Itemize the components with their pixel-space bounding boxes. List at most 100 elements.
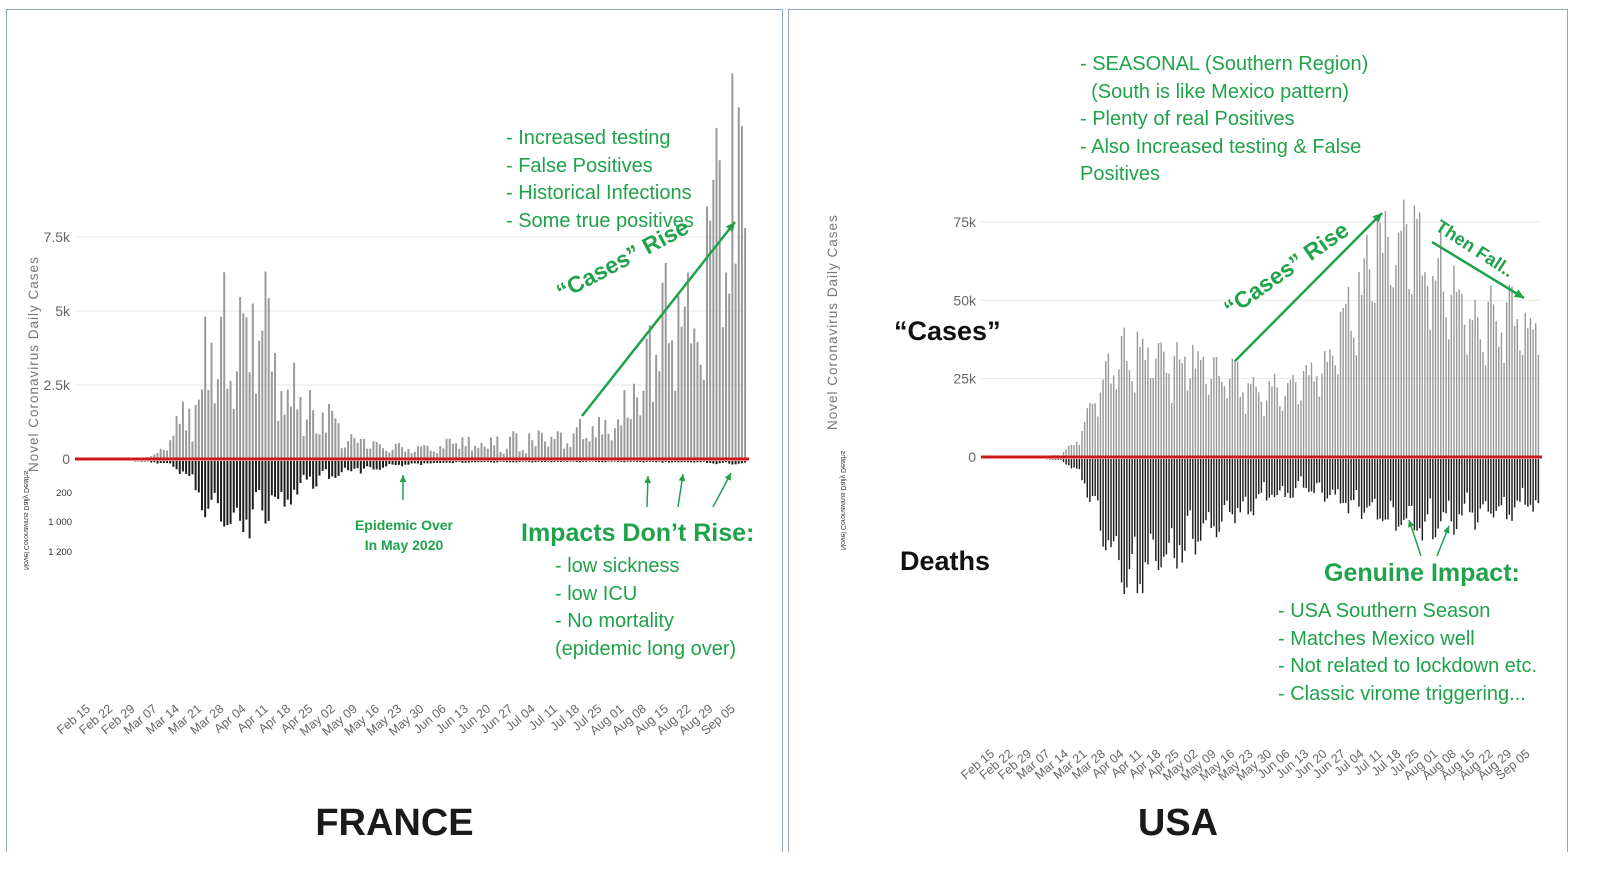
case-bar bbox=[1091, 403, 1094, 457]
death-bar bbox=[658, 461, 661, 462]
death-bar bbox=[499, 461, 502, 462]
death-bar bbox=[350, 461, 353, 472]
death-bar bbox=[1218, 459, 1220, 532]
case-bar bbox=[1408, 289, 1410, 457]
death-bar bbox=[1300, 459, 1302, 477]
death-bar bbox=[261, 461, 264, 511]
death-bar bbox=[480, 461, 483, 463]
death-bar bbox=[283, 461, 286, 507]
case-bar bbox=[1345, 303, 1347, 457]
death-bar bbox=[1532, 459, 1534, 512]
death-bar bbox=[1083, 459, 1086, 484]
death-bar bbox=[242, 461, 245, 533]
case-bar bbox=[1347, 286, 1350, 457]
death-bar bbox=[620, 461, 623, 462]
death-bar bbox=[1329, 459, 1331, 496]
death-bar bbox=[1363, 459, 1365, 513]
case-bar bbox=[410, 453, 413, 459]
case-bar bbox=[207, 390, 210, 459]
case-bar bbox=[1453, 265, 1455, 457]
case-bar bbox=[1202, 356, 1205, 457]
usa-deaths-axis-label: Novel Coronavirus Daily Deaths bbox=[839, 450, 846, 550]
case-bar bbox=[528, 433, 531, 459]
death-bar bbox=[661, 461, 664, 463]
deaths-tick-label: 1 200 bbox=[48, 547, 72, 558]
death-bar bbox=[667, 461, 670, 463]
death-bar bbox=[1463, 459, 1466, 504]
death-bar bbox=[1326, 459, 1329, 499]
case-bar bbox=[293, 362, 296, 459]
death-bar bbox=[1136, 459, 1139, 594]
death-bar bbox=[347, 461, 350, 471]
usa-title: USA bbox=[1137, 802, 1219, 844]
case-bar bbox=[1411, 294, 1413, 457]
case-bar bbox=[601, 434, 604, 459]
case-bar bbox=[556, 431, 559, 459]
deaths-tick-label: 200 bbox=[56, 488, 72, 499]
death-bar bbox=[1479, 459, 1482, 509]
death-bar bbox=[1487, 459, 1489, 512]
note-line: - Not related to lockdown etc. bbox=[1278, 655, 1538, 677]
death-bar bbox=[671, 461, 674, 463]
case-bar bbox=[407, 448, 410, 459]
note-line: - Classic virome triggering... bbox=[1278, 682, 1526, 705]
death-bar bbox=[296, 461, 299, 495]
case-bar bbox=[1205, 383, 1207, 457]
death-bar bbox=[194, 461, 197, 491]
death-bar bbox=[626, 461, 629, 462]
death-bar bbox=[702, 461, 705, 462]
death-bar bbox=[1424, 459, 1426, 522]
death-bar bbox=[1374, 459, 1376, 499]
case-bar bbox=[213, 403, 216, 459]
case-bar bbox=[353, 438, 356, 459]
death-bar bbox=[699, 461, 702, 463]
death-bar bbox=[1360, 459, 1363, 519]
death-bar bbox=[1073, 459, 1075, 468]
death-bar bbox=[690, 461, 693, 463]
death-bar bbox=[515, 461, 518, 463]
death-bar bbox=[1305, 459, 1307, 489]
death-bar bbox=[166, 461, 169, 464]
death-bar bbox=[175, 461, 178, 470]
death-bar bbox=[1155, 459, 1157, 562]
case-bar bbox=[1094, 403, 1096, 457]
death-bar bbox=[1521, 459, 1524, 488]
death-bar bbox=[1334, 459, 1336, 495]
death-bar bbox=[1400, 459, 1402, 526]
case-bar bbox=[280, 390, 283, 459]
case-bar bbox=[210, 342, 213, 459]
death-bar bbox=[410, 461, 413, 464]
death-bar bbox=[289, 461, 292, 505]
case-bar bbox=[1495, 321, 1497, 457]
death-bar bbox=[1263, 459, 1265, 483]
death-bar bbox=[521, 461, 524, 462]
death-bar bbox=[1474, 459, 1476, 530]
death-bar bbox=[178, 461, 181, 474]
case-bar bbox=[1353, 337, 1355, 457]
death-bar bbox=[744, 461, 747, 463]
death-bar bbox=[550, 461, 553, 463]
death-bar bbox=[448, 461, 451, 463]
case-bar bbox=[1281, 410, 1284, 457]
case-bar bbox=[490, 437, 493, 459]
death-bar bbox=[1112, 459, 1115, 542]
case-bar bbox=[1498, 346, 1500, 457]
case-bar bbox=[1450, 294, 1453, 457]
case-bar bbox=[740, 125, 743, 460]
death-bar bbox=[1387, 459, 1389, 520]
death-bar bbox=[337, 461, 340, 476]
case-bar bbox=[369, 448, 372, 459]
death-bar bbox=[1273, 459, 1276, 498]
case-bar bbox=[1442, 291, 1445, 457]
death-bar bbox=[1110, 459, 1112, 548]
case-bar bbox=[401, 447, 404, 459]
case-bar bbox=[451, 443, 454, 459]
death-bar bbox=[490, 461, 493, 463]
case-bar bbox=[1173, 355, 1176, 457]
death-bar bbox=[172, 461, 175, 467]
death-bar bbox=[204, 461, 207, 518]
death-bar bbox=[1276, 459, 1278, 495]
death-bar bbox=[1215, 459, 1218, 538]
death-bar bbox=[1157, 459, 1160, 571]
death-bar bbox=[588, 461, 591, 462]
